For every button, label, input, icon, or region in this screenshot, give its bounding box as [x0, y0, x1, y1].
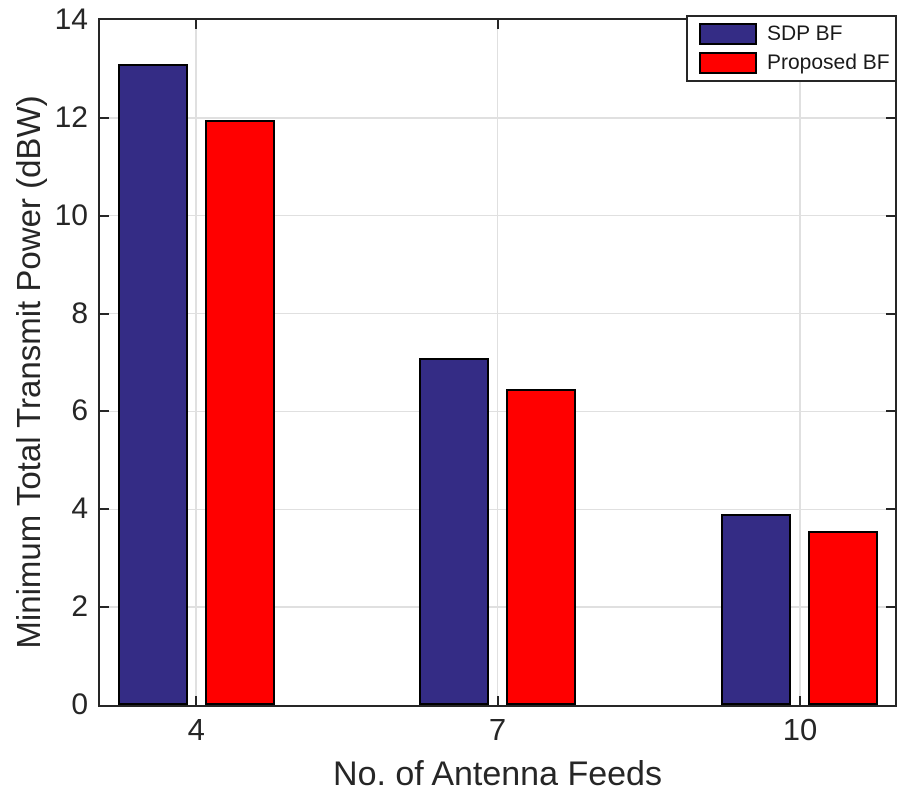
y-tick-right — [886, 116, 895, 119]
x-tick-bottom — [496, 696, 499, 705]
y-tick-label: 10 — [54, 198, 88, 232]
y-tick-left — [100, 410, 109, 413]
x-tick-bottom — [798, 696, 801, 705]
y-tick-label: 0 — [71, 688, 88, 721]
v-gridline — [195, 20, 197, 705]
bar-proposed-bf-10 — [808, 531, 879, 705]
y-tick-left — [100, 214, 109, 217]
y-tick-right — [886, 606, 895, 609]
v-gridline — [496, 20, 499, 705]
x-tick-top — [496, 20, 499, 29]
y-tick-right — [886, 508, 895, 511]
bar-proposed-bf-4 — [204, 120, 275, 705]
bar-sdp-bf-4 — [117, 64, 188, 705]
y-tick-label: 4 — [71, 492, 88, 526]
y-tick-label: 12 — [54, 100, 88, 134]
y-tick-right — [886, 312, 895, 315]
legend: SDP BF Proposed BF — [686, 15, 897, 82]
legend-item: SDP BF — [699, 23, 895, 45]
legend-swatch-sdp-bf — [699, 23, 757, 45]
bar-sdp-bf-10 — [721, 514, 792, 705]
legend-swatch-proposed-bf — [699, 52, 757, 74]
y-tick-label: 14 — [54, 3, 88, 36]
y-tick-left — [100, 116, 109, 119]
x-tick-label: 10 — [782, 712, 818, 747]
legend-label: SDP BF — [767, 22, 843, 45]
x-tick-top — [195, 20, 198, 29]
y-axis-label: Minimum Total Transmit Power (dBW) — [10, 95, 47, 649]
y-tick-right — [886, 410, 895, 413]
bar-sdp-bf-7 — [419, 357, 489, 705]
y-tick-label: 6 — [71, 394, 88, 428]
x-axis-label: No. of Antenna Feeds — [333, 755, 662, 793]
legend-label: Proposed BF — [767, 51, 890, 74]
x-tick-label: 4 — [187, 712, 205, 747]
plot-area — [98, 18, 897, 707]
y-tick-left — [100, 508, 109, 511]
legend-item: Proposed BF — [699, 52, 895, 74]
x-tick-bottom — [195, 696, 198, 705]
y-tick-left — [100, 312, 109, 315]
y-tick-left — [100, 606, 109, 609]
y-tick-right — [886, 214, 895, 217]
y-tick-label: 8 — [71, 296, 88, 330]
y-tick-label: 2 — [71, 590, 88, 624]
v-gridline — [799, 20, 801, 705]
x-tick-label: 7 — [488, 712, 507, 747]
bar-proposed-bf-7 — [506, 389, 576, 705]
